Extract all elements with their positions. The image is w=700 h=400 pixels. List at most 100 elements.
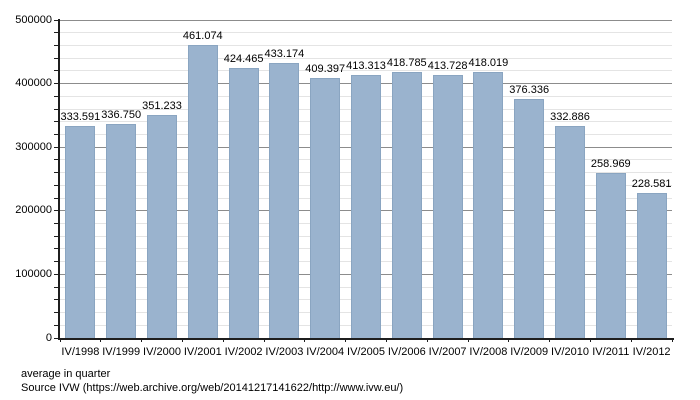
y-axis-tick (54, 223, 59, 225)
x-axis-label: IV/2004 (306, 346, 345, 358)
bar-value-label: 413.728 (427, 59, 468, 72)
y-gridline-minor (60, 32, 672, 34)
y-axis-tick (54, 146, 59, 148)
x-axis-tick (181, 338, 183, 342)
x-axis-tick (59, 338, 61, 342)
bar (269, 62, 300, 338)
x-axis-label: IV/2007 (428, 346, 467, 358)
y-axis-label: 200000 (15, 204, 52, 217)
y-axis-tick (54, 273, 59, 275)
x-axis-tick (222, 338, 224, 342)
footer-note: average in quarter (21, 368, 111, 380)
bar-value-label: 418.019 (468, 57, 509, 70)
bar (514, 98, 545, 338)
x-axis-tick (304, 338, 306, 342)
x-axis-tick (426, 338, 428, 342)
bar-value-label: 228.581 (631, 177, 672, 190)
x-axis-tick (549, 338, 551, 342)
y-axis-tick (54, 324, 59, 326)
x-axis-label: IV/2008 (469, 346, 508, 358)
x-axis-label: IV/2010 (551, 346, 589, 358)
plot-area: 0 100000 200000 300000 400000 500000 333.591 IV… (15, 14, 673, 358)
bar-value-label: 336.750 (101, 108, 142, 121)
x-axis-label: IV/2009 (510, 346, 549, 358)
y-axis-tick (54, 248, 59, 250)
y-axis-tick (54, 197, 59, 199)
y-axis-label: 300000 (15, 140, 52, 153)
y-axis-label: 400000 (15, 77, 52, 90)
bar-value-label: 258.969 (590, 158, 631, 171)
y-axis-line (58, 19, 60, 340)
y-axis-tick (54, 286, 59, 288)
footer-source: Source IVW (https://web.archive.org/web/… (21, 382, 404, 394)
bar (473, 72, 504, 338)
x-axis-label: IV/2005 (347, 346, 385, 358)
x-axis-tick (671, 338, 673, 342)
x-axis-label: IV/2012 (632, 346, 671, 358)
y-axis-label: 500000 (15, 13, 52, 26)
y-axis-tick (54, 184, 59, 186)
y-axis-tick (54, 235, 59, 237)
x-axis-tick (589, 338, 591, 342)
y-gridline-minor (60, 70, 672, 72)
bar-value-label: 332.886 (550, 111, 590, 124)
y-axis-label: 100000 (15, 267, 52, 280)
x-axis-tick (345, 338, 347, 342)
bar (555, 126, 585, 338)
y-axis-label: 0 (45, 331, 52, 344)
x-axis-label: IV/2003 (265, 346, 304, 358)
y-axis-tick (54, 121, 59, 123)
x-axis-tick (630, 338, 632, 342)
y-gridline-minor (60, 44, 672, 46)
x-axis-tick (141, 338, 143, 342)
x-axis-label: IV/2000 (143, 346, 181, 358)
x-axis-line (58, 338, 674, 340)
x-axis-label: IV/1999 (102, 346, 141, 358)
x-axis-label: IV/2002 (224, 346, 263, 358)
bar-value-label: 351.233 (142, 99, 182, 112)
x-axis-label: IV/2011 (592, 346, 630, 358)
x-axis-tick (467, 338, 469, 342)
y-axis-tick (54, 159, 59, 161)
y-axis-tick (54, 172, 59, 174)
y-axis-tick (54, 261, 59, 263)
bar-value-label: 418.785 (386, 56, 427, 69)
y-gridline-major (60, 19, 672, 21)
bar (147, 114, 177, 338)
y-axis-tick (54, 108, 59, 110)
bar (636, 192, 667, 338)
bar (391, 71, 422, 338)
y-axis-tick (54, 210, 59, 212)
y-gridline-minor (60, 57, 672, 59)
bar (595, 173, 626, 338)
x-axis-label: IV/1998 (61, 346, 100, 358)
bar (310, 77, 341, 338)
bar-value-label: 376.336 (509, 83, 550, 96)
x-axis-tick (263, 338, 265, 342)
bar-value-label: 413.313 (346, 60, 386, 73)
y-axis-tick (54, 83, 59, 85)
y-axis-tick (54, 133, 59, 135)
bar (228, 68, 259, 338)
bar (187, 44, 218, 338)
y-axis-tick (54, 19, 59, 21)
bar (351, 75, 381, 338)
y-axis-tick (54, 299, 59, 301)
y-axis-tick (54, 70, 59, 72)
x-axis-tick (385, 338, 387, 342)
bar (65, 125, 96, 338)
bar-value-label: 424.465 (223, 53, 264, 66)
y-axis-tick (54, 337, 59, 339)
bar-value-label: 433.174 (264, 47, 305, 60)
y-axis-tick (54, 95, 59, 97)
bar (106, 123, 137, 338)
y-axis-tick (54, 312, 59, 314)
x-axis-label: IV/2006 (387, 346, 426, 358)
x-axis-tick (508, 338, 510, 342)
y-axis-tick (54, 57, 59, 59)
bar-value-label: 333.591 (60, 110, 101, 123)
bar-value-label: 409.397 (305, 62, 346, 75)
x-axis-label: IV/2001 (183, 346, 222, 358)
x-axis-tick (100, 338, 102, 342)
